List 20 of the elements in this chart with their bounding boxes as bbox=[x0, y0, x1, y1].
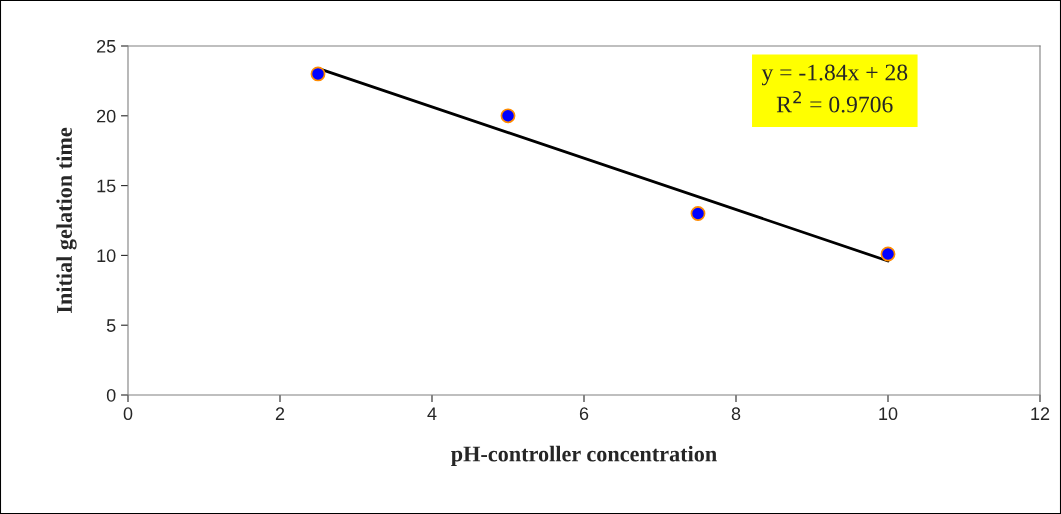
x-tick-label: 2 bbox=[275, 407, 285, 420]
x-tick-label: 10 bbox=[879, 407, 898, 421]
x-tick-label: 8 bbox=[731, 407, 741, 421]
y-tick-label: 15 bbox=[97, 179, 116, 193]
y-tick-label: 10 bbox=[97, 249, 116, 263]
point bbox=[690, 206, 706, 221]
point bbox=[500, 108, 516, 124]
point bbox=[880, 246, 896, 262]
y-tick-label: 20 bbox=[97, 109, 116, 123]
x-tick-label: 6 bbox=[579, 407, 589, 421]
y-tick-label: 5 bbox=[106, 319, 116, 332]
x-tick-label: 0 bbox=[123, 407, 133, 421]
point bbox=[310, 66, 326, 82]
x-axis-title: pH-controller concentration bbox=[451, 445, 717, 467]
y-axis-title: Initial gelation time bbox=[56, 127, 77, 313]
annotation: y = -1.84x + 28 R$^{2}$ = 0.9706 bbox=[761, 64, 908, 113]
x-tick-label: 12 bbox=[1031, 407, 1050, 420]
x-tick-label: 4 bbox=[427, 407, 437, 420]
y-tick-label: 25 bbox=[97, 39, 116, 53]
y-tick-label: 0 bbox=[106, 388, 116, 402]
